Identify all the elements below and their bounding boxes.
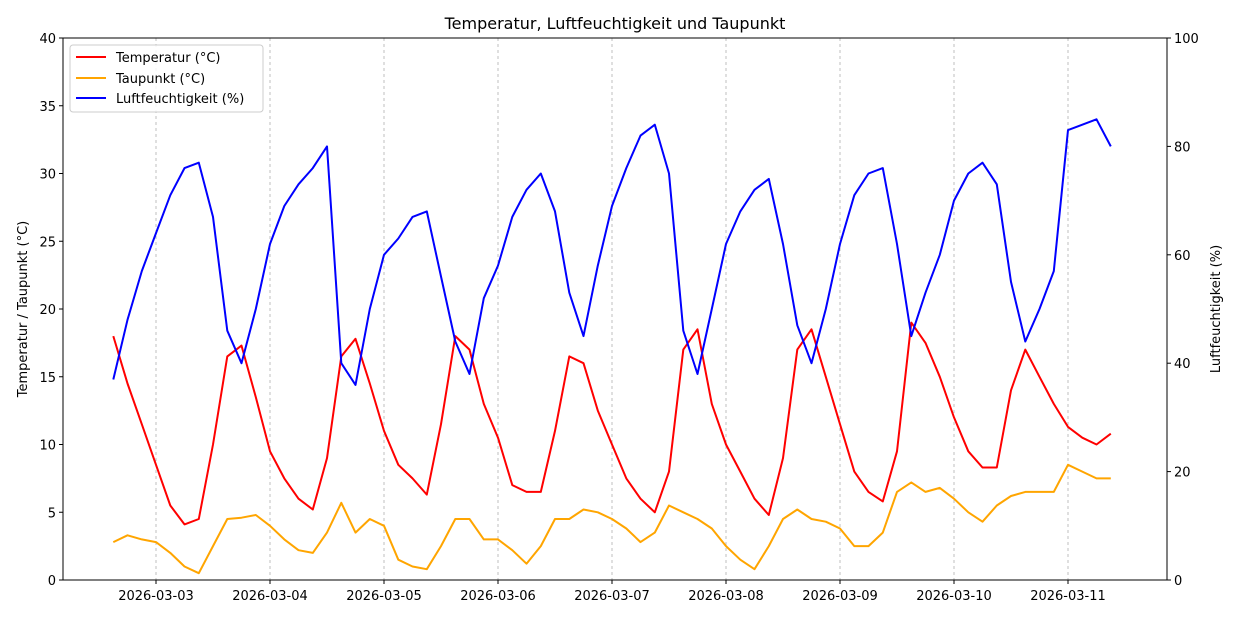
series-line-taupunkt — [112, 463, 1111, 575]
y-tick-label-left: 10 — [39, 439, 56, 454]
y-tick-label-left: 15 — [39, 371, 56, 386]
x-tick-label: 2026-03-10 — [916, 589, 992, 604]
x-tick-label: 2026-03-04 — [232, 589, 308, 604]
y-tick-label-left: 30 — [39, 168, 56, 183]
y-tick-label-right: 80 — [1174, 140, 1191, 155]
y-tick-label-left: 40 — [39, 32, 56, 47]
ticks: 2026-03-03 2026-03-04 2026-03-05 2026-03-06… — [39, 32, 1198, 604]
y-tick-label-left: 35 — [39, 100, 56, 115]
y-tick-label-right: 20 — [1174, 466, 1191, 481]
series-lines — [112, 118, 1112, 575]
y-tick-label-left: 0 — [48, 574, 56, 589]
x-tick-label: 2026-03-07 — [574, 589, 650, 604]
y-axis-label-left: Temperatur / Taupunkt (°C) — [16, 221, 31, 398]
y-tick-label-left: 25 — [39, 235, 56, 250]
series-line-temperatur — [112, 321, 1112, 526]
y-tick-label-left: 5 — [48, 506, 56, 521]
series-line-luftfeuchtigkeit — [112, 118, 1112, 386]
x-tick-label: 2026-03-05 — [346, 589, 422, 604]
x-tick-label: 2026-03-09 — [802, 589, 878, 604]
legend-box — [69, 44, 264, 113]
y-tick-label-right: 0 — [1174, 574, 1182, 589]
legend: Temperatur (°C) Taupunkt (°C) Luftfeucht… — [69, 44, 264, 113]
grid — [155, 38, 1069, 580]
legend-label-taupunkt: Taupunkt (°C) — [115, 72, 205, 87]
x-tick-label: 2026-03-06 — [460, 589, 536, 604]
legend-label-temperatur: Temperatur (°C) — [115, 51, 221, 66]
x-tick-label: 2026-03-03 — [118, 589, 194, 604]
y-tick-label-left: 20 — [39, 303, 56, 318]
y-tick-label-right: 40 — [1174, 357, 1191, 372]
y-tick-label-right: 60 — [1174, 249, 1191, 264]
y-tick-label-right: 100 — [1174, 32, 1199, 47]
legend-label-luftfeuchtigkeit: Luftfeuchtigkeit (%) — [116, 92, 244, 107]
x-tick-label: 2026-03-11 — [1030, 589, 1106, 604]
y-axis-label-right: Luftfeuchtigkeit (%) — [1209, 245, 1224, 373]
chart-title: Temperatur, Luftfeuchtigkeit und Taupunk… — [444, 14, 786, 33]
x-tick-label: 2026-03-08 — [688, 589, 764, 604]
plot-frame — [62, 37, 1168, 581]
